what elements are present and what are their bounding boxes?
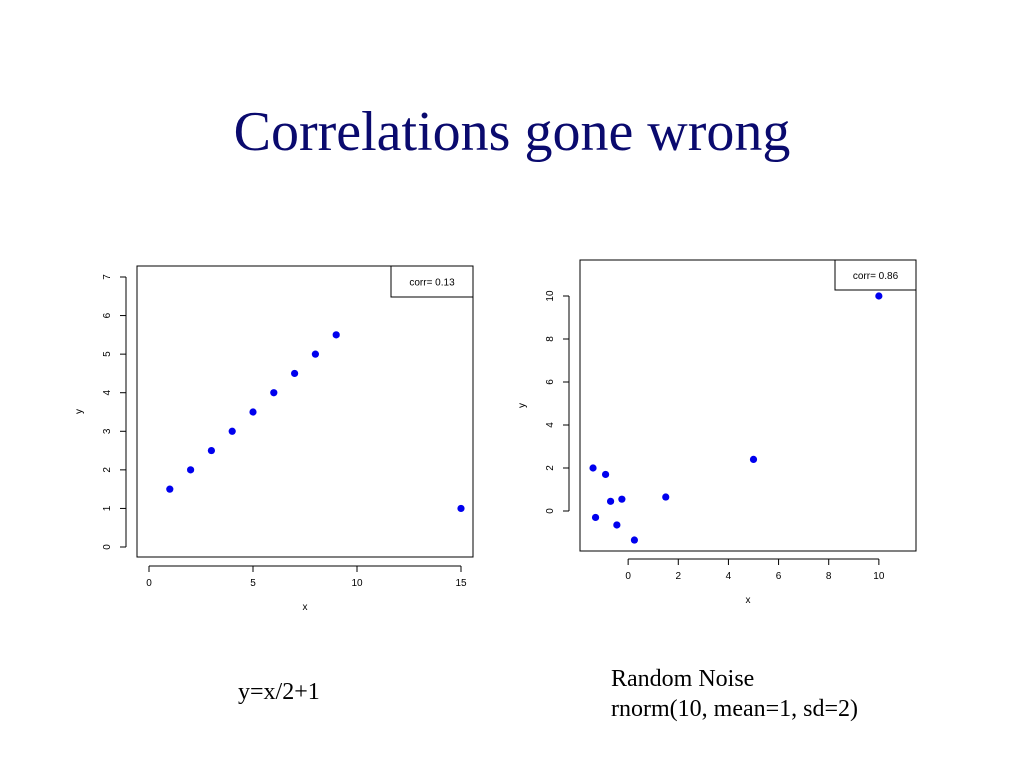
y-tick-label: 3 (102, 428, 113, 434)
data-point (270, 389, 278, 397)
y-tick-label: 2 (102, 467, 113, 473)
legend-box (390, 265, 474, 298)
x-tick-label: 5 (250, 578, 256, 589)
legend-text: corr= 0.13 (409, 278, 455, 289)
y-tick-label: 7 (102, 274, 113, 280)
caption-right-line2: rnorm(10, mean=1, sd=2) (611, 696, 859, 722)
caption-left: y=x/2+1 (238, 679, 320, 705)
x-axis-title: x (303, 602, 308, 613)
data-point (187, 466, 195, 474)
caption-right: Random Noise rnorm(10, mean=1, sd=2) (611, 664, 858, 724)
data-point (249, 408, 257, 416)
data-point (332, 331, 340, 339)
y-tick-label: 1 (102, 505, 113, 511)
y-tick-label: 4 (102, 389, 113, 395)
x-tick-label: 15 (455, 578, 467, 589)
data-point (311, 350, 319, 358)
x-tick-label: 0 (146, 578, 152, 589)
plot-frame (136, 265, 474, 558)
y-tick-label: 6 (102, 312, 113, 318)
x-tick-label: 10 (351, 578, 363, 589)
y-tick-label: 0 (102, 544, 113, 550)
caption-right-line1: Random Noise (611, 666, 755, 692)
data-point (166, 485, 174, 493)
data-point (291, 369, 299, 378)
y-axis-title: y (74, 409, 85, 414)
data-point (207, 446, 215, 455)
data-point (228, 427, 236, 435)
data-point (457, 504, 465, 513)
slide-title: Correlations gone wrong (233, 101, 791, 163)
y-tick-label: 5 (102, 351, 113, 357)
